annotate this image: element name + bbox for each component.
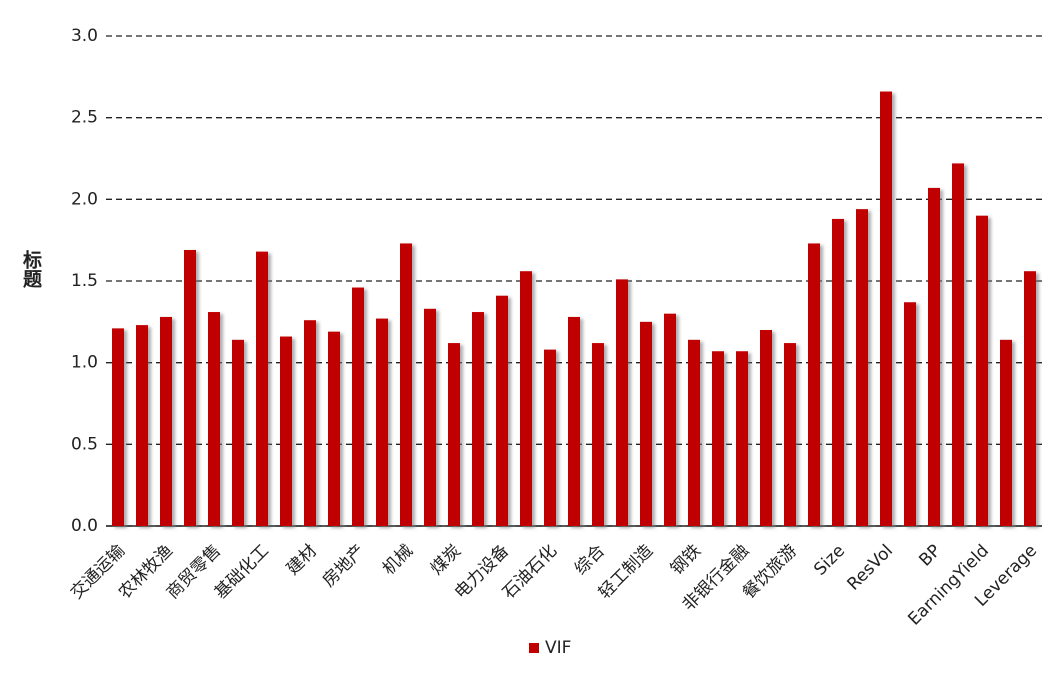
x-tick-label: 机械 [379,541,417,579]
bar [232,339,244,526]
bar [664,313,676,526]
bar [688,339,700,526]
bar [352,287,364,526]
bar [304,320,316,526]
bar [184,249,196,526]
bar [640,321,652,526]
x-tick-label: 建材 [283,541,321,579]
bar [136,325,148,526]
bar [712,351,724,526]
bar [112,328,124,526]
bar [952,163,964,526]
bar [160,316,172,526]
y-tick-label: 2.0 [71,189,98,209]
x-tick-label: 钢铁 [667,541,705,579]
bar [592,343,604,526]
bar [856,209,868,526]
x-tick-label: Size [810,541,849,580]
y-axis-title: 标题 [20,250,42,288]
bar [448,343,460,526]
x-tick-label: 综合 [571,541,609,579]
bar [1000,339,1012,526]
bar [832,218,844,526]
bar [496,295,508,526]
bar [472,312,484,526]
bar [280,336,292,526]
legend-swatch [529,643,539,653]
x-tick-label: BP [915,541,945,571]
bar [376,318,388,526]
y-tick-label: 0.5 [71,434,98,454]
bar [904,302,916,526]
x-tick-label: 房地产 [319,541,369,591]
bar [544,349,556,526]
bar [256,251,268,526]
bar [976,215,988,526]
bar [208,312,220,526]
bar [424,308,436,526]
y-tick-label: 1.0 [71,353,98,373]
bar [736,351,748,526]
bar [400,243,412,526]
bar [784,343,796,526]
bar [1024,271,1036,526]
bar [928,187,940,526]
y-tick-label: 2.5 [71,108,98,128]
bar [616,279,628,526]
x-tick-label: ResVol [843,541,897,595]
legend-label: VIF [545,638,571,658]
y-tick-label: 1.5 [71,271,98,291]
bar [568,316,580,526]
bar [328,331,340,526]
bar [760,330,772,526]
x-tick-label: 煤炭 [427,541,465,579]
y-tick-label: 3.0 [71,26,98,46]
bar [520,271,532,526]
bar [808,243,820,526]
y-tick-label: 0.0 [71,516,98,536]
bar [880,91,892,527]
